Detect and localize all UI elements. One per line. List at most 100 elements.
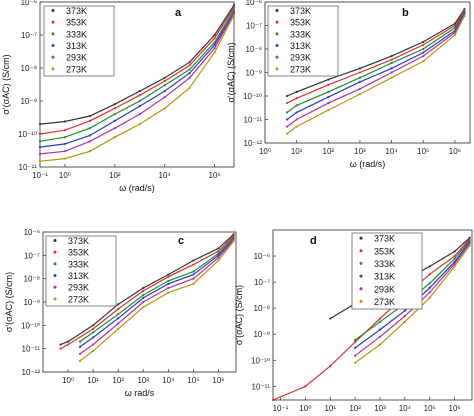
data-point-353K <box>286 101 289 105</box>
data-point-293K <box>286 125 289 128</box>
data-point-373K <box>217 247 220 250</box>
data-point-313K <box>213 43 216 47</box>
y-tick-label: 10⁻⁶ <box>21 0 37 7</box>
series-line-273K <box>286 15 465 135</box>
series-line-333K <box>79 236 235 343</box>
data-point-353K <box>453 254 456 258</box>
data-point-273K <box>295 125 298 128</box>
data-point-273K <box>354 361 357 364</box>
legend-entry: 293K <box>66 53 87 63</box>
data-point-313K <box>167 282 170 285</box>
data-point-353K <box>92 327 95 331</box>
data-point-273K <box>232 14 236 17</box>
data-point-333K <box>63 136 67 139</box>
legend-swatch <box>51 20 55 24</box>
legend-box <box>45 235 117 307</box>
legend-entry: 313K <box>374 272 395 282</box>
data-point-353K <box>142 289 145 292</box>
data-point-353K <box>354 340 357 344</box>
data-point-293K <box>92 343 95 346</box>
y-tick-label: 10⁻¹⁰ <box>251 356 270 365</box>
series-line-333K <box>286 11 465 113</box>
legend-entry: 273K <box>68 294 89 304</box>
data-point-353K <box>213 37 216 40</box>
legend-entry: 273K <box>66 64 87 74</box>
legend-swatch <box>359 261 363 265</box>
data-point-373K <box>92 324 95 327</box>
data-point-353K <box>304 385 307 388</box>
data-point-353K <box>358 71 362 74</box>
data-point-373K <box>88 114 91 118</box>
plot-frame <box>272 229 473 401</box>
legend-swatch <box>359 287 363 291</box>
plot-frame <box>39 1 235 168</box>
data-point-373K <box>390 54 393 58</box>
x-tick-label: 10⁴ <box>385 147 398 156</box>
data-point-273K <box>428 296 431 299</box>
y-tick-label: 10⁻⁹ <box>23 298 40 307</box>
data-point-373K <box>327 78 330 81</box>
legend-entry: 293K <box>290 53 311 63</box>
x-tick-label: 10⁻¹ <box>32 171 48 180</box>
data-point-313K <box>38 146 42 149</box>
data-point-273K <box>378 343 382 346</box>
data-point-313K <box>192 273 195 276</box>
data-point-353K <box>232 234 235 237</box>
x-axis-label: ω (rad/s) <box>350 159 386 169</box>
y-tick-label: 10⁻¹² <box>22 368 41 377</box>
data-point-293K <box>390 71 393 74</box>
legend-swatch <box>51 32 55 36</box>
data-point-353K <box>295 97 298 100</box>
data-point-373K <box>286 94 289 98</box>
data-point-313K <box>78 345 82 348</box>
legend-swatch <box>53 239 57 242</box>
legend-swatch <box>51 44 55 47</box>
data-point-333K <box>468 239 471 242</box>
data-point-293K <box>428 291 431 294</box>
data-point-293K <box>78 352 82 355</box>
data-point-373K <box>117 303 120 306</box>
y-tick-label: 10⁻⁸ <box>246 45 263 54</box>
y-tick-label: 10⁻⁹ <box>20 97 37 106</box>
data-point-273K <box>92 349 95 353</box>
data-point-293K <box>142 300 145 304</box>
data-point-333K <box>453 257 456 260</box>
data-point-273K <box>453 33 456 36</box>
data-point-313K <box>422 51 425 54</box>
data-point-353K <box>271 398 275 402</box>
data-point-353K <box>192 263 195 266</box>
data-point-293K <box>192 277 195 280</box>
x-tick-label: 10⁶ <box>212 376 224 385</box>
data-point-353K <box>113 107 116 110</box>
data-point-373K <box>358 67 362 70</box>
data-point-333K <box>390 62 393 65</box>
x-axis-label: ω rad/s <box>125 388 155 398</box>
data-point-373K <box>295 90 298 93</box>
legend-entry: 373K <box>66 6 87 16</box>
data-point-353K <box>63 129 67 132</box>
data-point-313K <box>403 309 406 312</box>
legend-swatch <box>51 9 55 12</box>
data-point-313K <box>113 119 116 122</box>
data-point-373K <box>192 259 195 262</box>
x-tick-label: 10⁰ <box>259 147 271 156</box>
data-point-353K <box>327 83 330 86</box>
data-point-333K <box>92 331 95 334</box>
data-point-293K <box>138 113 141 116</box>
data-point-353K <box>188 64 191 67</box>
data-point-273K <box>88 150 91 153</box>
x-tick-label: 10² <box>323 147 335 156</box>
legend-box <box>43 5 115 77</box>
y-tick-label: 10⁻⁸ <box>21 64 38 73</box>
data-point-293K <box>167 286 170 290</box>
data-point-373K <box>113 103 116 106</box>
data-point-373K <box>59 343 62 346</box>
data-point-313K <box>468 240 471 243</box>
data-point-293K <box>213 47 216 50</box>
data-point-373K <box>428 265 431 268</box>
data-point-333K <box>422 47 425 51</box>
y-tick-label: 10⁻¹¹ <box>252 382 271 391</box>
data-point-373K <box>138 89 141 93</box>
data-point-333K <box>78 340 82 343</box>
data-point-293K <box>403 314 406 318</box>
